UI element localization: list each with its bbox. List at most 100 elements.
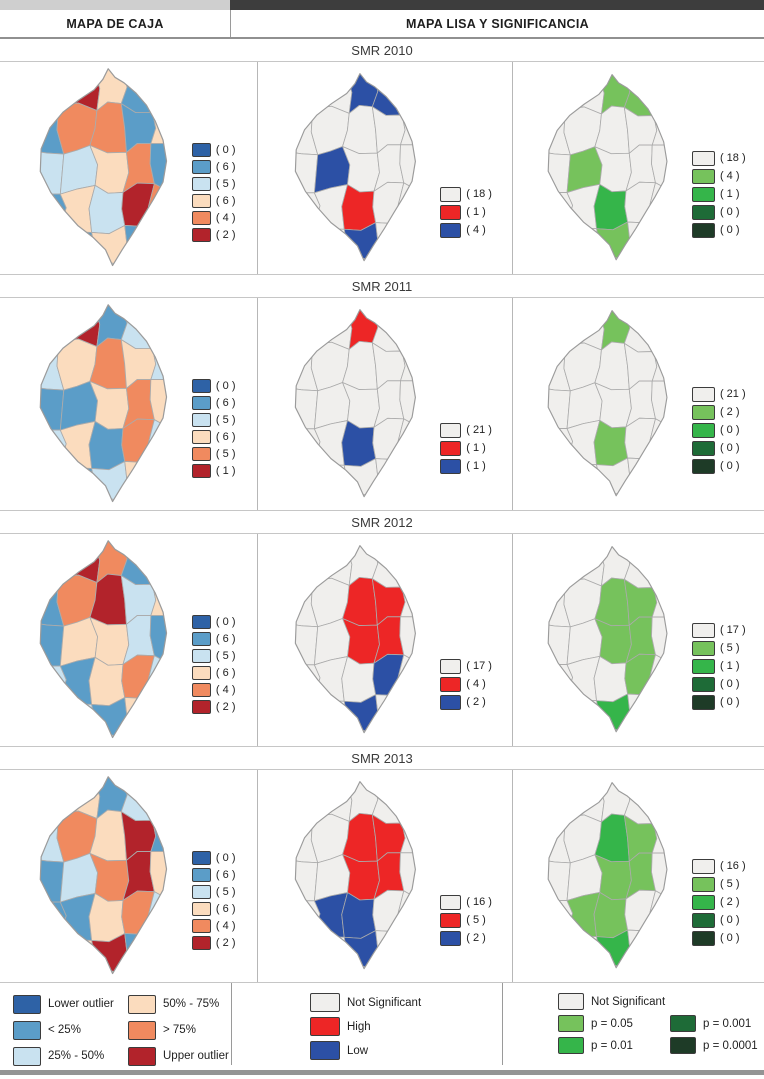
map-region [400,309,416,352]
legend-item: High [310,1017,502,1036]
map-region [39,221,62,266]
province-map [294,545,416,734]
legend-count: ( 0 ) [719,914,740,926]
header-accent-right [230,0,764,10]
legend-swatch [440,912,462,928]
legend-count: ( 21 ) [719,388,746,400]
legend-item: ( 1 ) [691,658,746,674]
legend-count: ( 6 ) [215,666,236,679]
legend-item: 25% - 50% [13,1045,116,1067]
legend-item: ( 4 ) [191,210,235,225]
legend-label: p = 0.001 [703,1017,752,1030]
map-region [651,220,668,260]
legend-swatch [191,699,211,714]
map-region [123,933,155,974]
province-outline [39,304,167,503]
province-outline [294,73,416,262]
legend-item: ( 1 ) [440,440,492,456]
legend-count: ( 2 ) [719,406,740,418]
map-region [147,419,167,468]
province-outline [294,781,416,970]
legend-count: ( 2 ) [215,700,236,713]
map-region [295,690,317,733]
legend-item: ( 18 ) [440,186,492,202]
map-region [651,144,668,191]
map-region [39,457,62,502]
legend-item: Not Significant [310,993,502,1012]
legend-count: ( 4 ) [719,170,740,182]
map-region [149,615,167,664]
section-title: SMR 2010 [0,39,764,62]
legend-item: ( 6 ) [191,159,235,174]
section-smr-2012: SMR 2012( 0 )( 6 )( 5 )( 6 )( 4 )( 2 )( … [0,510,764,746]
map-legend: ( 0 ) ( 6 ) ( 5 ) ( 6 ) ( 4 ) ( 2 ) [191,614,236,714]
legend-count: ( 4 ) [215,683,236,696]
map-region [149,695,167,738]
legend-item: ( 21 ) [440,422,492,438]
legend-swatch [440,676,462,692]
province-outline [547,782,668,969]
legend-item: ( 0 ) [691,458,746,474]
legend-count: ( 5 ) [215,885,236,898]
legend-count: ( 5 ) [215,413,236,426]
footer-legends: Lower outlier < 25% 25% - 50% 50% - 75% > 75… [0,982,764,1067]
legend-label: p = 0.05 [591,1017,633,1030]
legend-swatch [128,994,156,1014]
map-region [39,929,62,974]
legend-swatch [191,159,211,174]
province-outline [294,545,416,734]
map-region [548,454,570,496]
legend-count: ( 1 ) [719,660,740,672]
province-map [39,304,167,503]
map-region [39,622,64,667]
province-map [294,781,416,970]
legend-item: ( 18 ) [691,150,746,166]
legend-item: ( 5 ) [191,648,235,663]
legend-swatch [440,930,462,946]
legend-label: p = 0.0001 [703,1039,758,1052]
map-region [88,656,125,707]
map-region [548,546,570,588]
province-map [547,782,668,969]
legend-item: ( 17 ) [691,622,746,638]
legend-swatch [310,1017,340,1036]
sig-map-panel: ( 17 ) ( 5 ) ( 1 ) ( 0 ) ( 0 ) [513,534,764,746]
legend-item: ( 4 ) [191,918,235,933]
legend-swatch [440,422,462,438]
legend-swatch [13,994,41,1014]
province-outline [294,309,416,498]
legend-swatch [191,429,211,444]
legend-count: ( 4 ) [466,224,486,236]
legend-swatch [691,386,715,402]
legend-item: ( 0 ) [691,204,746,220]
maps-row: ( 0 ) ( 6 ) ( 5 ) ( 6 ) ( 5 ) ( 1 ) ( 21 ) ( 1 … [0,298,764,510]
legend-item: p = 0.05 [558,1015,670,1032]
map-region [39,858,64,903]
map-grid: SMR 2010 ( 0 ) ( 6 ) ( 5 ) ( 6 ) ( 4 ) ( 2 ) ( … [0,39,764,982]
legend-item: ( 4 ) [691,168,746,184]
legend-item: ( 0 ) [191,614,235,629]
legend-swatch [691,658,715,674]
lisa-map-panel: ( 17 ) ( 4 ) ( 2 ) [258,534,513,746]
legend-item: Lower outlier [13,993,116,1015]
map-region [397,654,416,700]
box-map-panel: ( 0 ) ( 6 ) ( 5 ) ( 6 ) ( 4 ) ( 2 ) [0,534,258,746]
map-region [123,225,155,266]
map-region [120,304,157,350]
legend-label: Low [347,1044,369,1057]
legend-item: ( 21 ) [691,386,746,402]
map-region [651,852,668,899]
map-region [624,546,658,589]
map-region [548,151,572,193]
map-region [341,892,377,939]
sig-map-panel: ( 18 ) ( 4 ) ( 1 ) ( 0 ) ( 0 ) [513,62,764,274]
legend-swatch [440,440,462,456]
legend-swatch [440,204,462,220]
legend-label: Lower outlier [48,998,114,1010]
map-region [548,782,570,824]
legend-label: High [347,1020,371,1033]
province-map [547,74,668,261]
legend-swatch [440,458,462,474]
legend-item: ( 2 ) [191,227,235,242]
map-region [399,852,416,899]
